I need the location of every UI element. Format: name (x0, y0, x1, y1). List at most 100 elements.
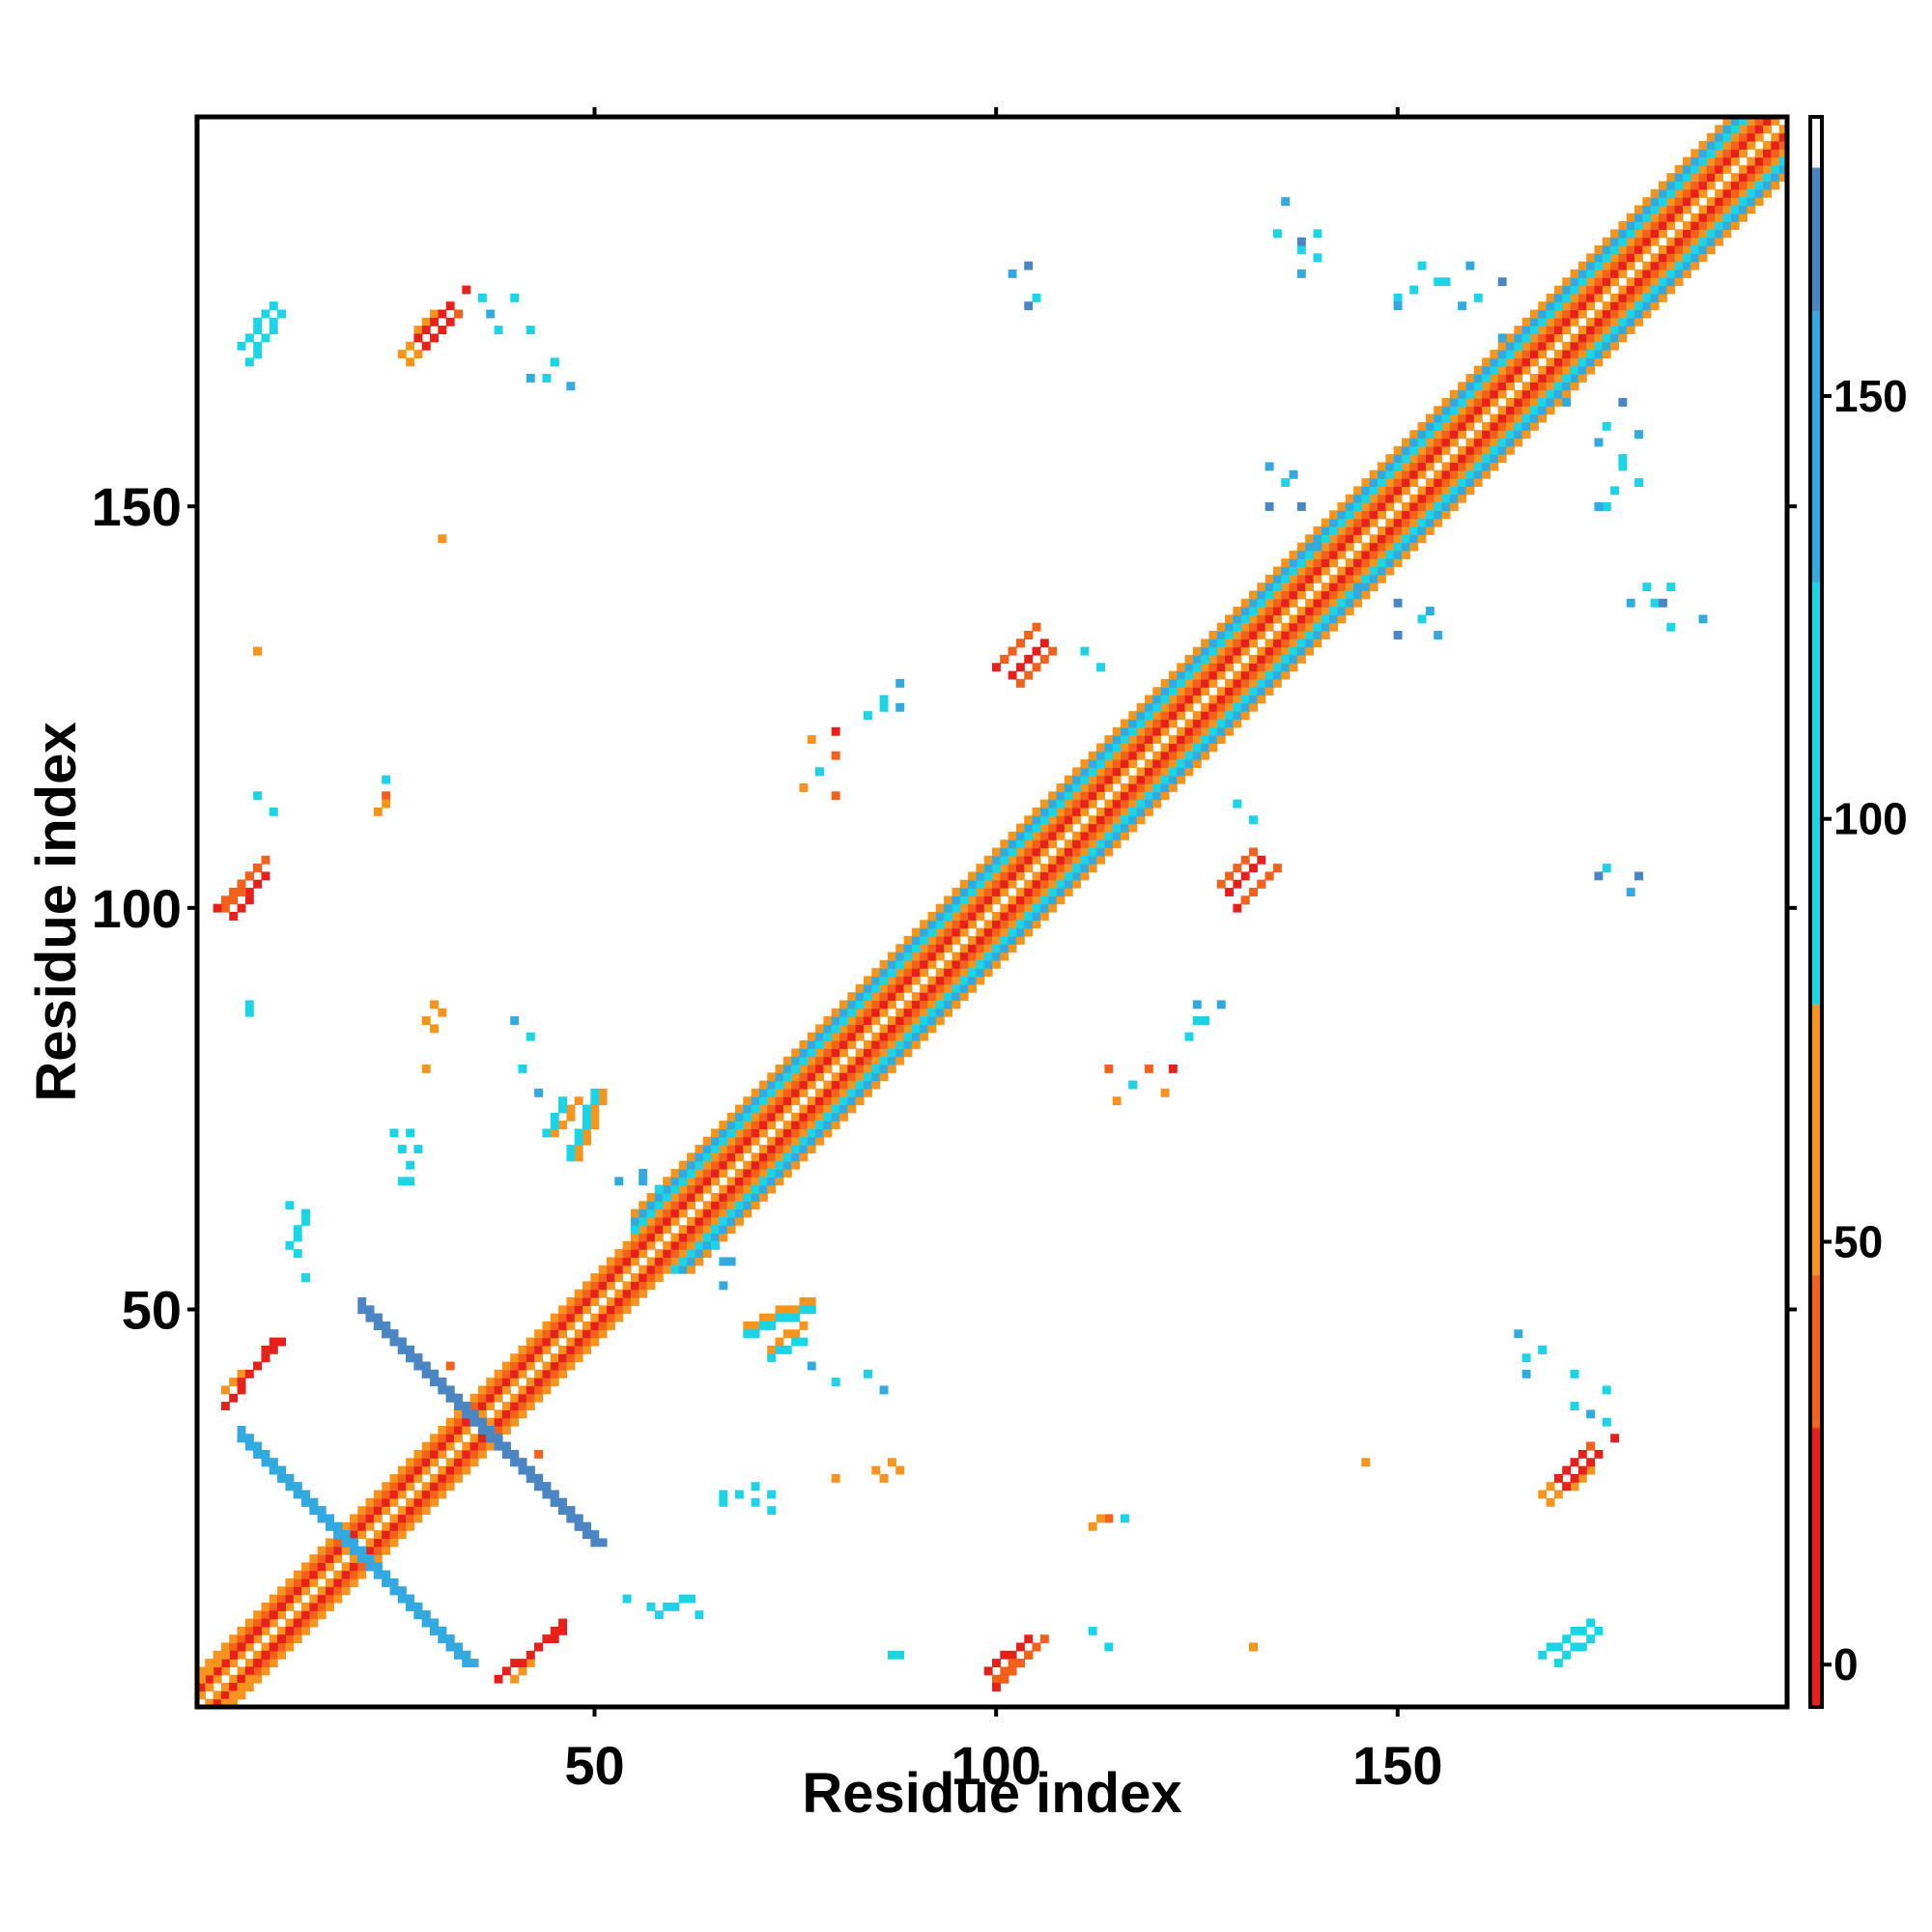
heatmap-cell (903, 1000, 913, 1009)
heatmap-cell (1257, 622, 1266, 632)
heatmap-cell (983, 944, 993, 953)
heatmap-cell (430, 1618, 439, 1628)
heatmap-cell (397, 1482, 407, 1492)
heatmap-cell (237, 1626, 246, 1635)
heatmap-cell (1136, 735, 1146, 745)
heatmap-cell (1345, 534, 1354, 544)
heatmap-cell (1417, 502, 1427, 511)
heatmap-cell (1385, 558, 1395, 568)
heatmap-cell (751, 1121, 760, 1130)
heatmap-cell (944, 983, 953, 993)
heatmap-cell (935, 952, 945, 961)
heatmap-cell (261, 309, 270, 319)
x-tick-label: 100 (951, 1735, 1040, 1796)
heatmap-cell (695, 1152, 704, 1162)
heatmap-cell (1698, 213, 1708, 222)
heatmap-cell (1015, 871, 1025, 881)
heatmap-cell (1650, 188, 1660, 198)
heatmap-cell (1201, 654, 1210, 664)
heatmap-cell (220, 903, 230, 913)
heatmap-cell (1378, 494, 1386, 503)
heatmap-cell (903, 944, 913, 953)
heatmap-cell (389, 1337, 399, 1347)
heatmap-cell (421, 1610, 431, 1620)
heatmap-cell (711, 1136, 720, 1146)
heatmap-cell (1754, 156, 1764, 166)
heatmap-cell (333, 1546, 343, 1555)
heatmap-cell (719, 1184, 728, 1194)
heatmap-cell (413, 1506, 423, 1516)
heatmap-cell (1032, 1642, 1041, 1652)
heatmap-cell (1634, 221, 1643, 230)
heatmap-cell (229, 1642, 239, 1652)
heatmap-cell (1361, 542, 1371, 552)
heatmap-cell (831, 1032, 840, 1041)
heatmap-cell (1305, 542, 1315, 552)
heatmap-cell (935, 1000, 945, 1009)
heatmap-cell (413, 1361, 423, 1371)
heatmap-cell (1104, 799, 1114, 809)
heatmap-cell (1497, 413, 1507, 423)
heatmap-cell (734, 1104, 744, 1114)
heatmap-cell (349, 1538, 358, 1548)
heatmap-cell (959, 952, 969, 961)
heatmap-cell (1249, 654, 1258, 664)
heatmap-cell (1257, 654, 1266, 664)
heatmap-cell (1690, 149, 1700, 158)
heatmap-cell (598, 1313, 608, 1322)
heatmap-cell (326, 1521, 334, 1531)
heatmap-cell (903, 1032, 913, 1041)
heatmap-cell (903, 959, 913, 969)
heatmap-cell (1015, 888, 1025, 896)
heatmap-cell (1039, 871, 1049, 881)
heatmap-cell (1682, 173, 1691, 183)
heatmap-cell (743, 1329, 753, 1339)
heatmap-cell (1739, 205, 1748, 214)
heatmap-cell (501, 1402, 511, 1411)
heatmap-cell (758, 1112, 768, 1122)
heatmap-cell (855, 1072, 865, 1082)
heatmap-cell (469, 1441, 479, 1451)
heatmap-cell (879, 1008, 889, 1017)
heatmap-cell (831, 1008, 840, 1017)
heatmap-cell (654, 1233, 664, 1242)
heatmap-cell (1747, 188, 1756, 198)
heatmap-cell (992, 864, 1001, 873)
heatmap-cell (1730, 197, 1740, 207)
heatmap-cell (678, 1249, 688, 1259)
heatmap-cell (1337, 502, 1347, 511)
heatmap-cell (382, 1577, 391, 1587)
heatmap-cell (1184, 687, 1194, 696)
heatmap-cell (1233, 614, 1242, 624)
heatmap-cell (968, 959, 977, 969)
heatmap-cell (1497, 445, 1507, 455)
heatmap-cell (1088, 775, 1097, 784)
heatmap-cell (309, 1554, 319, 1563)
heatmap-cell (1618, 237, 1628, 246)
heatmap-cell (1778, 173, 1788, 183)
heatmap-cell (1690, 156, 1700, 166)
heatmap-cell (782, 1136, 792, 1146)
y-tick-label: 150 (92, 476, 182, 537)
heatmap-cell (959, 983, 969, 993)
heatmap-cell (839, 1008, 848, 1017)
heatmap-cell (469, 1393, 479, 1403)
heatmap-cell (983, 968, 993, 978)
heatmap-cell (992, 944, 1001, 953)
heatmap-cell (237, 1650, 246, 1660)
heatmap-cell (983, 959, 993, 969)
heatmap-cell (646, 1233, 656, 1242)
heatmap-cell (1409, 445, 1419, 455)
heatmap-cell (1754, 125, 1764, 134)
heatmap-cell (1233, 903, 1242, 913)
heatmap-cell (1610, 277, 1620, 287)
heatmap-cell (406, 1602, 415, 1611)
heatmap-cell (1104, 815, 1114, 825)
heatmap-cell (1104, 782, 1114, 792)
heatmap-cell (1039, 888, 1049, 896)
heatmap-cell (1296, 582, 1306, 592)
heatmap-cell (261, 1353, 270, 1363)
heatmap-cell (1497, 277, 1507, 287)
heatmap-cell (1096, 807, 1105, 816)
heatmap-cell (526, 1385, 535, 1395)
